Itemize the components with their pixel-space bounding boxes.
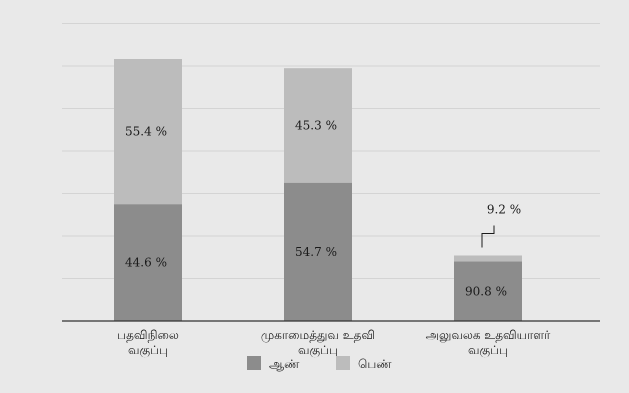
bar-segment	[454, 261, 522, 321]
category-label: முகாமைத்துவ உதவி	[261, 328, 375, 343]
legend-swatch	[336, 356, 350, 370]
data-label: 45.3 %	[295, 118, 337, 132]
category-labels: பதவிநிலைவகுப்புமுகாமைத்துவ உதவிவகுப்புஅல…	[117, 328, 551, 357]
data-label: 55.4 %	[125, 125, 167, 139]
legend-swatch	[247, 356, 261, 370]
bar-segment	[114, 204, 182, 321]
bar-segment	[284, 182, 352, 321]
data-label: 54.7 %	[295, 245, 337, 259]
legend-label: ஆண்	[269, 357, 300, 371]
bars	[114, 59, 522, 321]
bar-segment	[284, 68, 352, 183]
data-label: 90.8 %	[465, 284, 507, 298]
legend-label: பெண்	[358, 357, 392, 371]
callout-leader	[481, 225, 495, 248]
category-label: பதவிநிலை	[117, 328, 179, 342]
category-label: வகுப்பு	[468, 343, 508, 357]
bar-segment	[454, 255, 522, 262]
category-label: வகுப்பு	[298, 343, 338, 357]
category-label: வகுப்பு	[128, 343, 168, 357]
bar-segment	[114, 59, 182, 205]
data-label: 44.6 %	[125, 256, 167, 270]
legend: ஆண் பெண்	[247, 356, 392, 371]
category-label: அலுவலக உதவியாளர்	[426, 328, 551, 343]
data-label: 9.2 %	[487, 203, 521, 217]
segment-labels: 44.6 % 55.4 % 54.7 % 45.3 % 90.8 % 9.2 %	[125, 118, 521, 298]
